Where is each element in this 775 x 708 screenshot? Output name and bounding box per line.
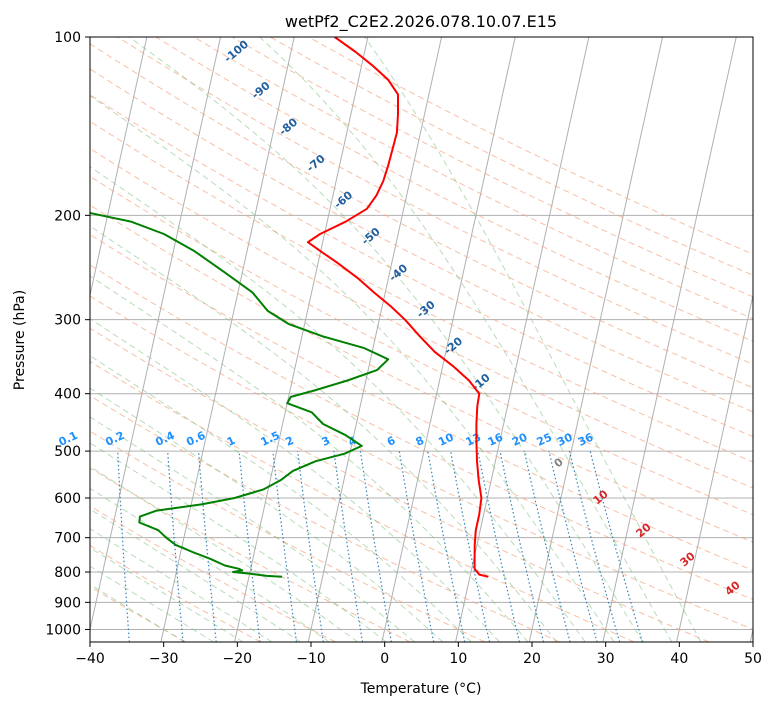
- plot-frame: [89, 36, 754, 643]
- x-tick-label: 40: [670, 651, 688, 667]
- mixing-ratio-label: 10: [436, 430, 456, 448]
- moist-adiabat-line: [90, 565, 215, 642]
- mixing-ratio-line: [589, 450, 643, 642]
- y-tick-label: 100: [54, 30, 81, 46]
- moist-adiabat-line: [90, 355, 472, 642]
- moist-adiabat-line: [90, 416, 415, 642]
- dry-adiabat-line: [155, 37, 753, 342]
- x-tick-label: 10: [449, 651, 467, 667]
- dry-adiabat-line: [90, 264, 753, 601]
- y-tick-label: 1000: [45, 622, 81, 638]
- y-tick-label: 500: [54, 444, 81, 460]
- isotherm-line: [528, 37, 664, 642]
- moist-adiabat-line: [90, 583, 185, 642]
- mixing-ratio-label: 36: [576, 430, 596, 448]
- mixing-ratio-line: [568, 450, 621, 642]
- isotherm-line: [381, 37, 516, 642]
- isotherm-line: [455, 37, 590, 642]
- moist-adiabat-line: [90, 166, 586, 642]
- isotherm-line: [234, 37, 369, 642]
- mixing-ratio-label: 25: [535, 431, 554, 449]
- x-tick-label: 20: [523, 651, 541, 667]
- y-tick-label: 900: [54, 595, 81, 611]
- x-tick-label: 30: [597, 651, 615, 667]
- moist-adiabat-line: [90, 547, 244, 642]
- moist-adiabat-line: [90, 94, 615, 642]
- isotherm-line: [602, 37, 737, 642]
- x-tick-label: 0: [380, 651, 389, 667]
- mixing-ratio-line: [297, 451, 324, 642]
- isotherm-line: [90, 37, 148, 298]
- mixing-ratio-line: [548, 450, 598, 642]
- moist-adiabat-line: [128, 37, 644, 642]
- x-tick-label: −40: [75, 651, 105, 667]
- isotherm-line: [160, 37, 295, 642]
- dry-adiabat-line: [90, 586, 187, 642]
- mixing-ratio-line: [272, 451, 298, 642]
- x-tick-label: −20: [223, 651, 253, 667]
- dry-adiabat-line: [117, 37, 753, 365]
- dry-adiabat-line: [90, 68, 753, 413]
- x-tick-label: −10: [296, 651, 326, 667]
- dry-adiabat-line: [90, 94, 753, 438]
- dry-adiabat-line: [90, 233, 753, 571]
- y-tick-label: 200: [54, 208, 81, 224]
- chart-title: wetPf2_C2E2.2026.078.10.07.E15: [285, 12, 557, 32]
- dry-adiabat-line: [90, 147, 753, 489]
- y-tick-label: 800: [54, 565, 81, 581]
- mixing-ratio-label: 13: [464, 431, 483, 449]
- mixing-ratio-label: 30: [555, 430, 575, 448]
- y-axis-label: Pressure (hPa): [12, 290, 28, 390]
- y-tick-label: 300: [54, 313, 81, 329]
- mixing-ratio-line: [167, 451, 184, 642]
- moist-adiabat-line: [90, 487, 330, 642]
- mixing-ratio-line: [450, 450, 491, 642]
- mixing-ratio-line: [499, 450, 545, 642]
- dewpoint-profile-line: [90, 211, 390, 578]
- mixing-ratio-line: [477, 450, 520, 642]
- mixing-ratio-line: [197, 451, 217, 642]
- y-tick-label: 600: [54, 491, 81, 507]
- temperature-profile-line: [306, 37, 489, 578]
- y-tick-label: 400: [54, 387, 81, 403]
- dry-adiabat-line: [90, 295, 753, 630]
- x-axis-label: Temperature (°C): [360, 681, 482, 697]
- moist-adiabat-line: [90, 442, 387, 642]
- mixing-ratio-label: 16: [486, 430, 506, 448]
- moist-adiabat-line: [90, 225, 557, 642]
- mixing-ratio-line: [523, 450, 571, 642]
- x-tick-label: 50: [744, 651, 762, 667]
- dry-adiabat-line: [90, 204, 753, 543]
- isotherm-line: [676, 292, 753, 642]
- dry-adiabat-line: [90, 467, 411, 642]
- moist-adiabat-line: [90, 465, 359, 642]
- mixing-ratio-line: [427, 450, 466, 642]
- mixing-ratio-label: 20: [510, 430, 530, 448]
- moist-adiabat-line: [364, 37, 702, 642]
- moist-adiabat-line: [90, 387, 444, 642]
- moist-adiabat-line: [90, 275, 529, 642]
- x-tick-label: −30: [149, 651, 179, 667]
- mixing-ratio-line: [333, 451, 364, 642]
- dry-adiabat-line: [90, 175, 753, 516]
- y-tick-label: 700: [54, 531, 81, 547]
- dry-adiabat-line: [90, 360, 635, 642]
- dry-adiabat-line: [90, 505, 336, 642]
